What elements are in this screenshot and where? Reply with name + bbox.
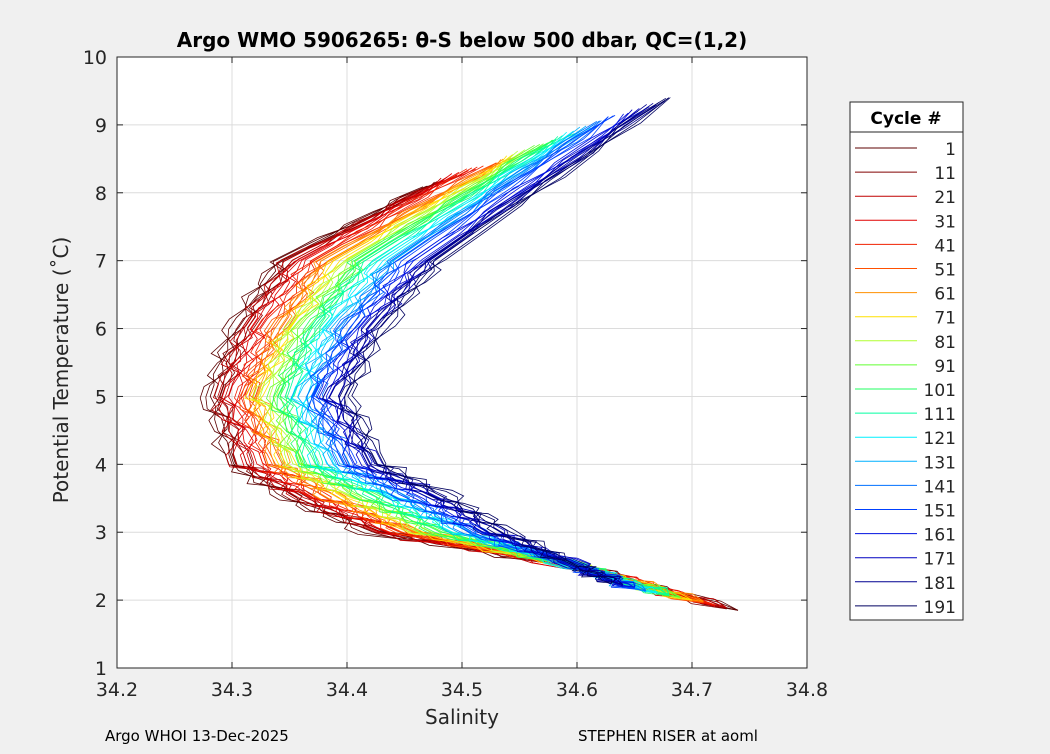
ticks: 34.2 34.3 34.4 34.5 34.6 34.7 34.8 1 2 3 4 5 6 7 8 9 10 [83, 47, 828, 701]
legend: Cycle # 11121314151617181911011111211311… [849, 101, 964, 621]
series-line-cycle-71 [244, 155, 693, 601]
series-line-cycle-101 [270, 139, 670, 597]
series-line-cycle-61 [251, 158, 704, 602]
x-tick-label: 34.4 [326, 679, 368, 701]
series-line-cycle-171 [322, 109, 633, 587]
legend-label: 21 [934, 188, 956, 208]
x-axis-label: Salinity [425, 705, 499, 729]
series-line-cycle-181 [329, 102, 654, 585]
legend-label: 141 [924, 477, 956, 497]
x-tick-label: 34.2 [96, 679, 138, 701]
x-tick-label: 34.6 [556, 679, 598, 701]
legend-label: 101 [924, 381, 956, 401]
legend-title: Cycle # [870, 109, 941, 129]
y-tick-label: 2 [95, 590, 107, 612]
y-tick-label: 5 [95, 386, 107, 408]
series-lines [199, 97, 739, 611]
series-line-cycle-181 [321, 104, 647, 585]
y-tick-label: 8 [95, 183, 107, 205]
legend-label: 131 [924, 453, 956, 473]
series-line-cycle-91 [266, 144, 681, 598]
x-tick-label: 34.7 [671, 679, 713, 701]
legend-label: 111 [924, 405, 956, 425]
series-line-cycle-191 [348, 97, 671, 584]
series-line-cycle-81 [259, 149, 681, 600]
series-line-cycle-11 [210, 180, 727, 610]
legend-label: 31 [934, 212, 956, 232]
legend-label: 151 [924, 502, 956, 522]
legend-label: 161 [924, 526, 956, 546]
y-axis-label: Potential Temperature (˚C) [49, 237, 73, 504]
series-line-cycle-181 [336, 100, 666, 585]
x-tick-label: 34.5 [441, 679, 483, 701]
series-line-cycle-191 [347, 97, 669, 584]
series-line-cycle-151 [309, 116, 635, 589]
y-tick-label: 4 [95, 454, 107, 476]
y-tick-label: 10 [83, 47, 107, 69]
y-tick-label: 1 [95, 658, 107, 680]
legend-label: 71 [934, 309, 956, 329]
legend-label: 11 [934, 164, 956, 184]
chart-title: Argo WMO 5906265: θ-S below 500 dbar, QC… [177, 28, 747, 52]
legend-label: 191 [924, 598, 956, 618]
legend-label: 181 [924, 574, 956, 594]
series-line-cycle-111 [286, 133, 670, 596]
series-line-cycle-81 [252, 150, 681, 600]
legend-label: 91 [934, 357, 956, 377]
y-tick-label: 6 [95, 319, 107, 341]
y-tick-label: 7 [95, 251, 107, 273]
series-line-cycle-131 [297, 125, 647, 593]
footer-left: Argo WHOI 13-Dec-2025 [105, 727, 289, 745]
legend-label: 51 [934, 261, 956, 281]
x-tick-label: 34.8 [786, 679, 828, 701]
legend-label: 1 [945, 140, 956, 160]
series-line-cycle-51 [239, 162, 704, 604]
series-line-cycle-111 [279, 133, 670, 595]
footer-right: STEPHEN RISER at aoml [578, 727, 758, 745]
x-tick-label: 34.3 [211, 679, 253, 701]
legend-label: 41 [934, 236, 956, 256]
series-line-cycle-191 [338, 97, 667, 584]
y-tick-label: 9 [95, 115, 107, 137]
legend-label: 121 [924, 429, 956, 449]
legend-label: 81 [934, 333, 956, 353]
y-tick-label: 3 [95, 522, 107, 544]
legend-label: 171 [924, 550, 956, 570]
series-line-cycle-131 [290, 126, 647, 593]
legend-label: 61 [934, 285, 956, 305]
